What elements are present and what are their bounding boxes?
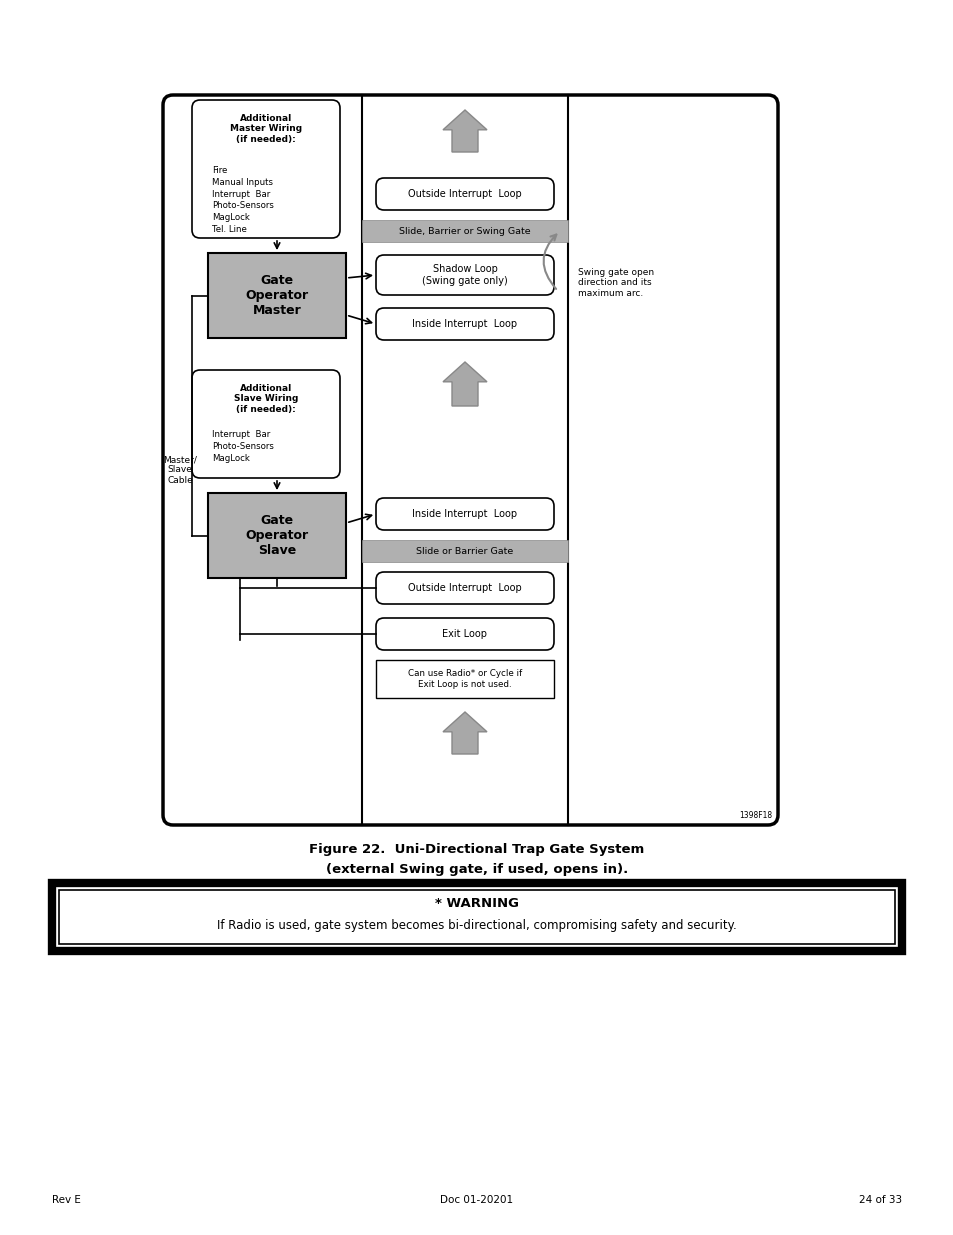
- Text: Rev E: Rev E: [52, 1195, 81, 1205]
- FancyBboxPatch shape: [375, 618, 554, 650]
- Text: Outside Interrupt  Loop: Outside Interrupt Loop: [408, 583, 521, 593]
- Bar: [208, 493, 346, 578]
- Text: Slide, Barrier or Swing Gate: Slide, Barrier or Swing Gate: [398, 226, 530, 236]
- Text: Interrupt  Bar
Photo-Sensors
MagLock: Interrupt Bar Photo-Sensors MagLock: [212, 430, 274, 463]
- FancyBboxPatch shape: [192, 100, 339, 238]
- Text: Shadow Loop
(Swing gate only): Shadow Loop (Swing gate only): [421, 264, 507, 285]
- FancyBboxPatch shape: [375, 178, 554, 210]
- FancyBboxPatch shape: [375, 308, 554, 340]
- Text: Gate
Operator
Master: Gate Operator Master: [245, 274, 308, 317]
- Text: Figure 22.  Uni-Directional Trap Gate System: Figure 22. Uni-Directional Trap Gate Sys…: [309, 844, 644, 856]
- Text: Additional
Master Wiring
(if needed):: Additional Master Wiring (if needed):: [230, 114, 302, 143]
- Polygon shape: [442, 110, 486, 152]
- Text: (external Swing gate, if used, opens in).: (external Swing gate, if used, opens in)…: [326, 863, 627, 876]
- Text: Slide or Barrier Gate: Slide or Barrier Gate: [416, 547, 513, 556]
- Text: Inside Interrupt  Loop: Inside Interrupt Loop: [412, 319, 517, 329]
- Text: Exit Loop: Exit Loop: [442, 629, 487, 638]
- Text: Inside Interrupt  Loop: Inside Interrupt Loop: [412, 509, 517, 519]
- Bar: [361, 540, 567, 562]
- Polygon shape: [442, 362, 486, 406]
- Text: Swing gate open
direction and its
maximum arc.: Swing gate open direction and its maximu…: [578, 268, 654, 298]
- Text: Additional
Slave Wiring
(if needed):: Additional Slave Wiring (if needed):: [233, 384, 298, 414]
- FancyBboxPatch shape: [375, 498, 554, 530]
- Text: 1398F18: 1398F18: [739, 811, 771, 820]
- Text: Can use Radio* or Cycle if
Exit Loop is not used.: Can use Radio* or Cycle if Exit Loop is …: [408, 669, 521, 689]
- Text: If Radio is used, gate system becomes bi-directional, compromising safety and se: If Radio is used, gate system becomes bi…: [217, 919, 736, 932]
- Polygon shape: [442, 713, 486, 755]
- Bar: [361, 220, 567, 242]
- Bar: [375, 659, 554, 698]
- Text: * WARNING: * WARNING: [435, 897, 518, 910]
- FancyBboxPatch shape: [375, 254, 554, 295]
- Bar: [52, 883, 901, 951]
- Text: Doc 01-20201: Doc 01-20201: [440, 1195, 513, 1205]
- FancyBboxPatch shape: [163, 95, 778, 825]
- Text: Outside Interrupt  Loop: Outside Interrupt Loop: [408, 189, 521, 199]
- Bar: [208, 253, 346, 338]
- Text: 24 of 33: 24 of 33: [858, 1195, 901, 1205]
- Text: Fire
Manual Inputs
Interrupt  Bar
Photo-Sensors
MagLock
Tel. Line: Fire Manual Inputs Interrupt Bar Photo-S…: [212, 165, 274, 233]
- FancyBboxPatch shape: [192, 370, 339, 478]
- Bar: [59, 890, 894, 944]
- Text: Master/
Slave
Cable: Master/ Slave Cable: [163, 456, 196, 485]
- FancyBboxPatch shape: [375, 572, 554, 604]
- Text: Gate
Operator
Slave: Gate Operator Slave: [245, 514, 308, 557]
